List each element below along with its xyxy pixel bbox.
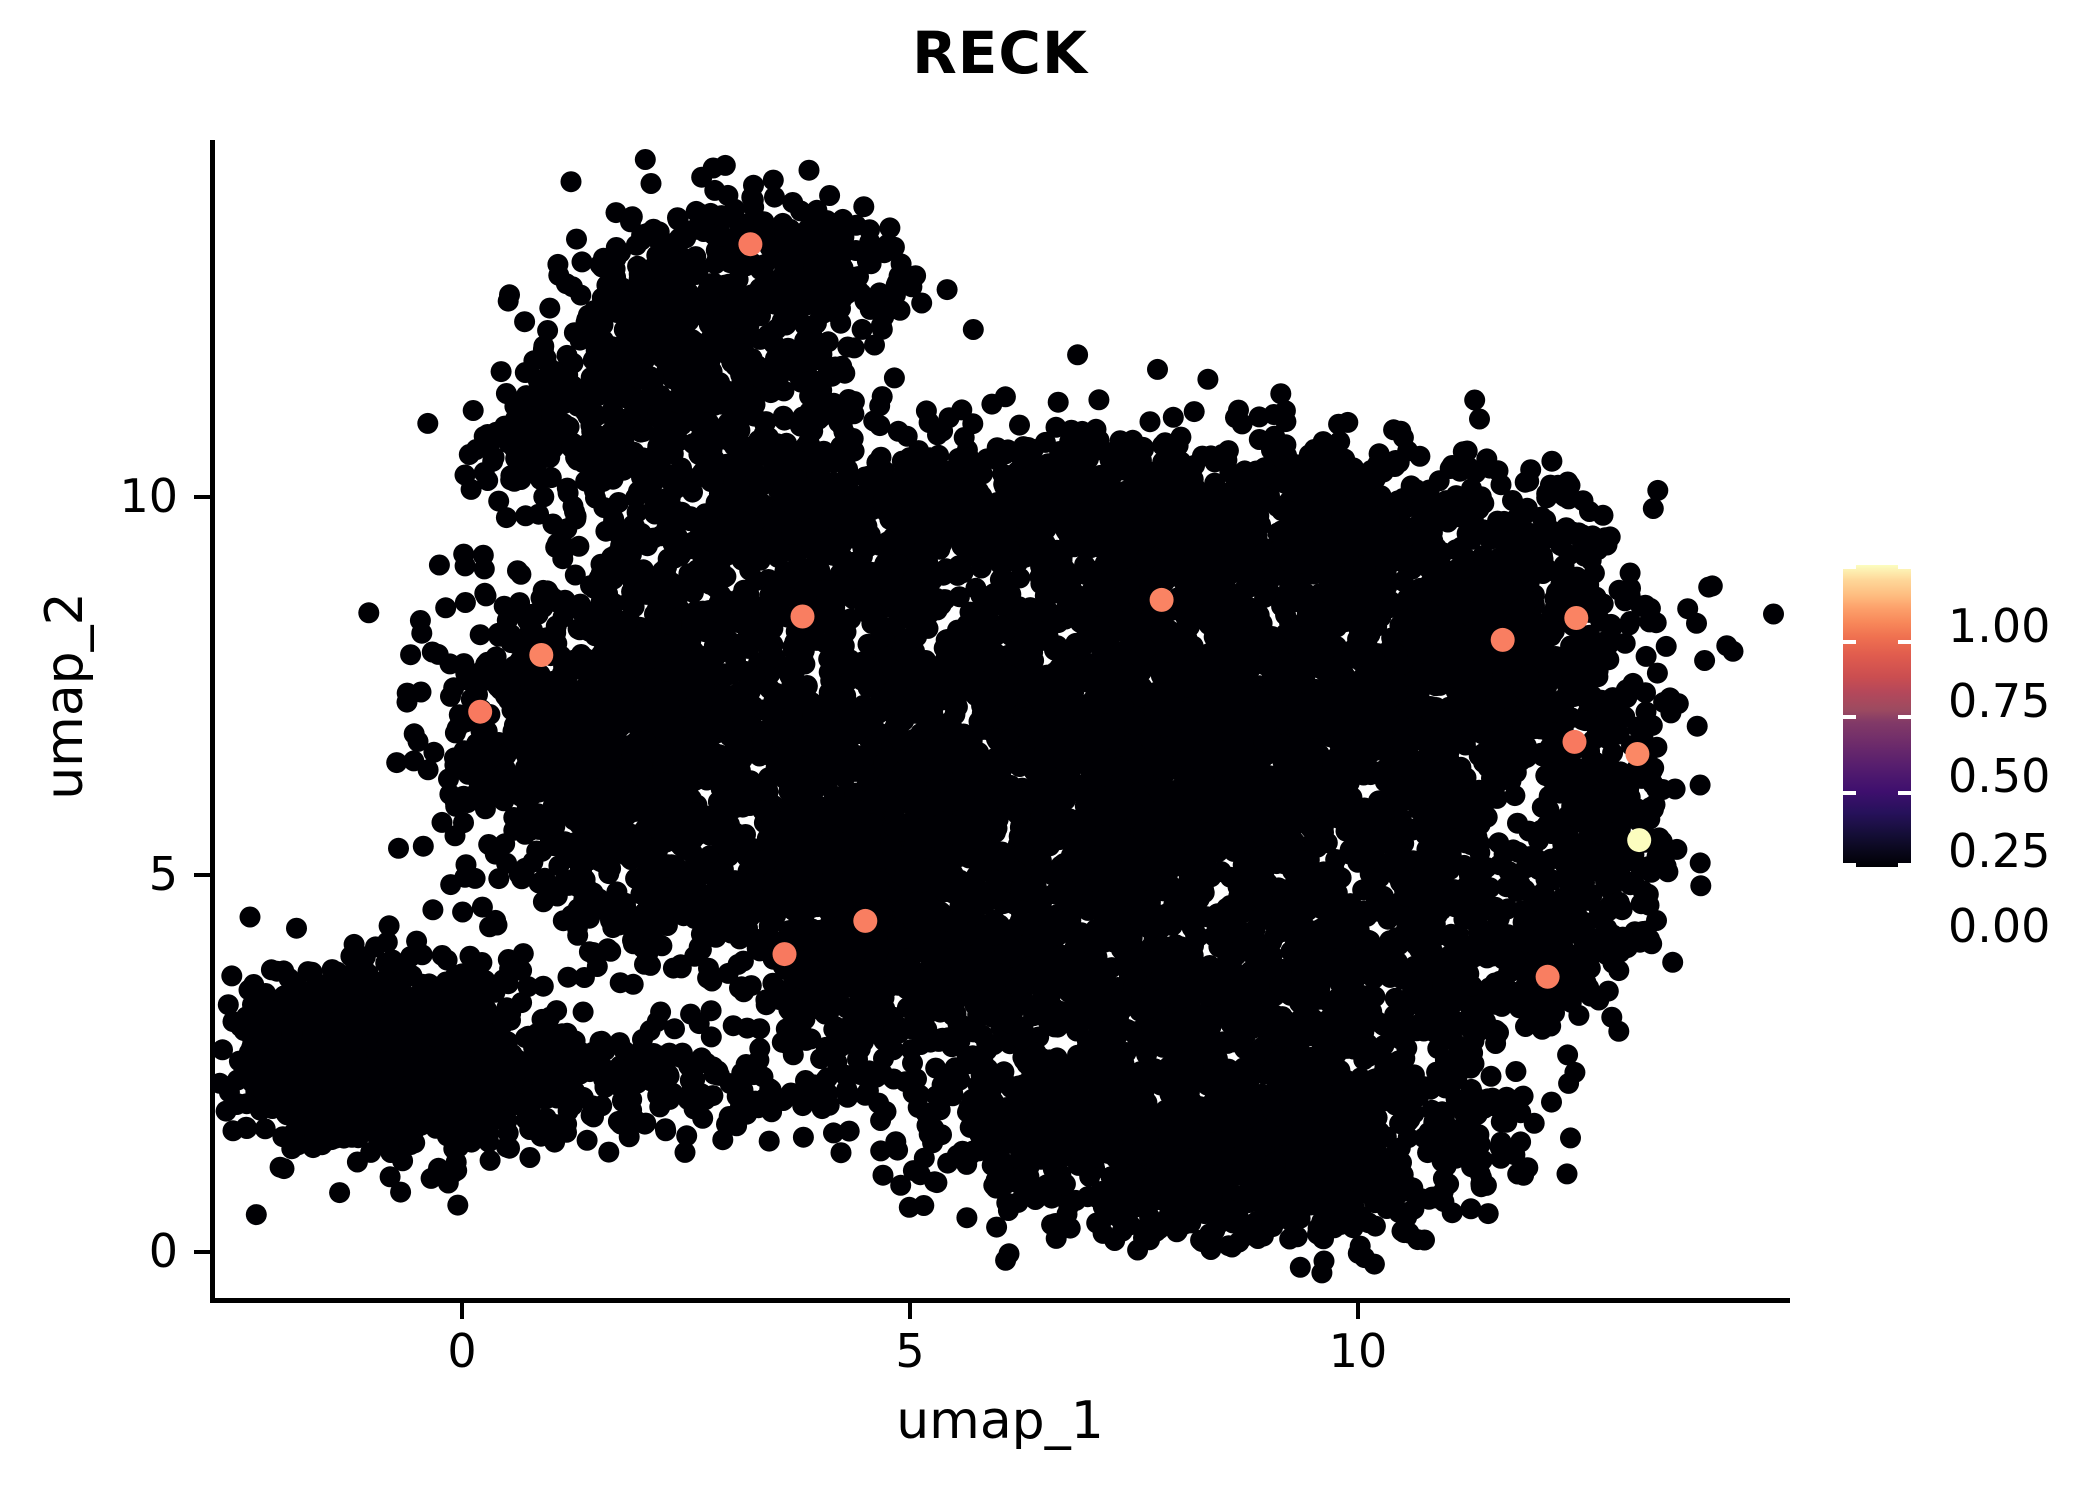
colorbar-tick-000b (1898, 863, 1911, 867)
y-tick-label-10: 10 (119, 469, 178, 523)
y-tick-label-0: 0 (148, 1224, 178, 1278)
colorbar (1843, 565, 1911, 867)
scatter-points-canvas (210, 140, 1790, 1303)
x-tick-mark-5 (908, 1303, 912, 1319)
colorbar-tick-1 (1843, 565, 1856, 569)
colorbar-label-050: 0.50 (1948, 749, 2051, 803)
colorbar-label-075: 0.75 (1948, 674, 2051, 728)
colorbar-label-000: 0.00 (1948, 899, 2051, 953)
colorbar-tick-075 (1843, 640, 1856, 644)
umap-scatter-svg (210, 149, 1784, 1284)
x-tick-mark-10 (1356, 1303, 1360, 1319)
y-tick-mark-5 (194, 873, 210, 877)
x-tick-mark-0 (460, 1303, 464, 1319)
colorbar-tick-025b (1898, 791, 1911, 795)
colorbar-label-1: 1.00 (1948, 599, 2051, 653)
colorbar-tick-1b (1898, 565, 1911, 569)
page-title: RECK (912, 19, 1088, 87)
y-axis-spine (210, 140, 215, 1303)
colorbar-tick-025 (1843, 791, 1856, 795)
colorbar-tick-050 (1843, 715, 1856, 719)
colorbar-tick-075b (1898, 640, 1911, 644)
y-tick-label-5: 5 (148, 847, 178, 901)
y-tick-mark-0 (194, 1250, 210, 1254)
x-axis-label: umap_1 (896, 1391, 1104, 1451)
colorbar-tick-050b (1898, 715, 1911, 719)
x-tick-label-5: 5 (895, 1324, 925, 1378)
colorbar-tick-000 (1843, 863, 1856, 867)
plot-axes (210, 140, 1790, 1303)
x-tick-label-10: 10 (1328, 1324, 1388, 1378)
y-axis-label: umap_2 (35, 592, 95, 800)
x-axis-spine (210, 1298, 1790, 1303)
x-tick-label-0: 0 (447, 1324, 477, 1378)
y-tick-mark-10 (194, 495, 210, 499)
colorbar-label-025: 0.25 (1948, 824, 2051, 878)
